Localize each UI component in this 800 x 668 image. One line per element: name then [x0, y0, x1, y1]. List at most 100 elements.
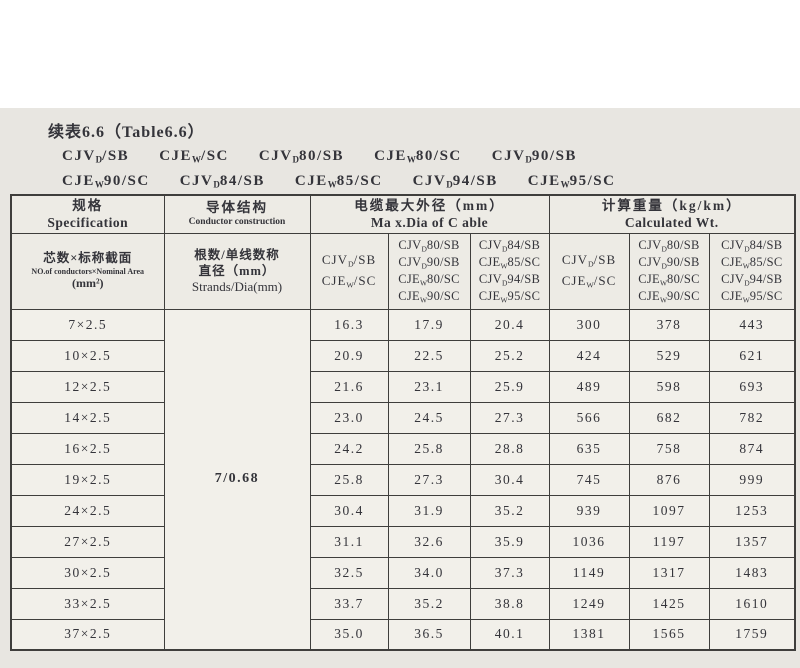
weight-cell: 1249	[548, 587, 630, 620]
dia-cell: 17.9	[387, 308, 471, 341]
table-row: 27×2.5 31.1 32.6 35.9 1036 1197 1357	[10, 525, 796, 558]
table-caption: 续表6.6（Table6.6）	[48, 124, 205, 141]
dia-cell: 23.0	[309, 401, 389, 434]
dia-cell: 31.9	[387, 494, 471, 527]
weight-cell: 621	[708, 339, 796, 372]
cable-type-code: CJVD84/SB	[721, 238, 783, 254]
header-conductor-construction: 导体结构 Conductor construction	[163, 194, 311, 234]
header-specification-zh: 规格	[72, 198, 104, 214]
dia-cell: 24.5	[387, 401, 471, 434]
cable-type-code: CJVD94/SB	[412, 173, 498, 190]
weight-cell: 1149	[548, 556, 630, 589]
subheader-conductors-area-unit: (mm²)	[71, 276, 104, 291]
table-row: 33×2.5 33.7 35.2 38.8 1249 1425 1610	[10, 587, 796, 620]
subheader-wt-group-80-90: CJVD80/SB CJVD90/SB CJEW80/SC CJEW90/SC	[628, 232, 710, 310]
cable-type-code: CJEW85/SC	[720, 255, 783, 271]
scanned-page: 续表6.6（Table6.6） CJVD/SB CJEW/SC CJVD80/SB C…	[0, 108, 800, 668]
dia-cell: 35.0	[309, 618, 389, 651]
subheader-strands-dia-zh2: 直径（mm）	[198, 263, 276, 278]
cable-type-code: CJEW85/SC	[294, 173, 383, 190]
weight-cell: 1483	[708, 556, 796, 589]
weight-cell: 758	[628, 432, 710, 465]
dia-cell: 22.5	[387, 339, 471, 372]
dia-cell: 27.3	[469, 401, 550, 434]
dia-cell: 20.9	[309, 339, 389, 372]
weight-cell: 874	[708, 432, 796, 465]
spec-cell: 24×2.5	[10, 494, 165, 527]
header-specification: 规格 Specification	[10, 194, 165, 234]
spec-cell: 7×2.5	[10, 308, 165, 341]
dia-cell: 36.5	[387, 618, 471, 651]
dia-cell: 25.8	[387, 432, 471, 465]
cable-type-code: CJVD/SB	[561, 252, 617, 269]
weight-cell: 566	[548, 401, 630, 434]
spec-cell: 10×2.5	[10, 339, 165, 372]
weight-cell: 682	[628, 401, 710, 434]
header-calculated-wt: 计算重量（kg/km） Calculated Wt.	[548, 194, 796, 234]
cable-type-code: CJEW95/SC	[478, 289, 541, 305]
cable-type-code: CJEW90/SC	[638, 289, 700, 305]
cable-type-code: CJVD90/SB	[491, 148, 577, 165]
header-specification-en: Specification	[47, 214, 129, 230]
subheader-strands-dia: 根数/单线数称 直径（mm） Strands/Dia(mm)	[163, 232, 311, 310]
dia-cell: 25.9	[469, 370, 550, 403]
weight-cell: 1565	[628, 618, 710, 651]
subheader-conductors-area-en: NO.of conductors×Nominal Area	[31, 266, 145, 276]
subheader-conductors-area: 芯数×标称截面 NO.of conductors×Nominal Area (m…	[10, 232, 165, 310]
dia-cell: 25.2	[469, 339, 550, 372]
dia-cell: 20.4	[469, 308, 550, 341]
spec-cell: 16×2.5	[10, 432, 165, 465]
header-calculated-wt-en: Calculated Wt.	[624, 214, 719, 230]
cable-type-code: CJVD80/SB	[258, 148, 345, 165]
weight-cell: 782	[708, 401, 796, 434]
dia-cell: 35.9	[469, 525, 550, 558]
table-body: 7×2.5 7/0.68 16.3 17.9 20.4 300 378 443 10×2.5 20…	[10, 308, 796, 651]
dia-cell: 31.1	[309, 525, 389, 558]
subheader-dia-group-84-95: CJVD84/SB CJEW85/SC CJVD94/SB CJEW95/SC	[469, 232, 550, 310]
cable-type-code: CJEW80/SC	[398, 272, 460, 288]
dia-cell: 37.3	[469, 556, 550, 589]
weight-cell: 939	[548, 494, 630, 527]
weight-cell: 1253	[708, 494, 796, 527]
dia-cell: 34.0	[387, 556, 471, 589]
subheader-dia-group-80-90: CJVD80/SB CJVD90/SB CJEW80/SC CJEW90/SC	[387, 232, 471, 310]
cable-spec-table: 规格 Specification 导体结构 Conductor construc…	[10, 194, 797, 651]
cable-type-code: CJEW95/SC	[720, 289, 783, 305]
dia-cell: 24.2	[309, 432, 389, 465]
subheader-dia-group-base: CJVD/SB CJEW/SC	[309, 232, 389, 310]
weight-cell: 745	[548, 463, 630, 496]
spec-cell: 14×2.5	[10, 401, 165, 434]
weight-cell: 1425	[628, 587, 710, 620]
spec-cell: 37×2.5	[10, 618, 165, 651]
cable-type-code: CJVD80/SB	[638, 238, 700, 254]
weight-cell: 635	[548, 432, 630, 465]
spec-cell: 30×2.5	[10, 556, 165, 589]
cable-type-code: CJEW80/SC	[638, 272, 700, 288]
cable-type-code: CJEW85/SC	[478, 255, 541, 271]
cable-type-code: CJVD/SB	[62, 148, 130, 165]
dia-cell: 23.1	[387, 370, 471, 403]
header-max-dia-zh: 电缆最大外径（mm）	[354, 198, 505, 214]
table-row: 16×2.5 24.2 25.8 28.8 635 758 874	[10, 432, 796, 465]
spec-cell: 19×2.5	[10, 463, 165, 496]
dia-cell: 30.4	[309, 494, 389, 527]
weight-cell: 876	[628, 463, 710, 496]
weight-cell: 693	[708, 370, 796, 403]
dia-cell: 27.3	[387, 463, 471, 496]
weight-cell: 598	[628, 370, 710, 403]
weight-cell: 1317	[628, 556, 710, 589]
weight-cell: 378	[628, 308, 710, 341]
cable-type-code: CJVD80/SB	[398, 238, 460, 254]
cable-type-code: CJEW/SC	[561, 273, 617, 290]
header-max-dia-en: Ma x.Dia of C able	[370, 214, 489, 230]
dia-cell: 40.1	[469, 618, 550, 651]
weight-cell: 529	[628, 339, 710, 372]
weight-cell: 1357	[708, 525, 796, 558]
table-row: 30×2.5 32.5 34.0 37.3 1149 1317 1483	[10, 556, 796, 589]
cable-type-code: CJVD/SB	[321, 252, 377, 269]
cable-type-code: CJEW90/SC	[398, 289, 460, 305]
weight-cell: 300	[548, 308, 630, 341]
dia-cell: 38.8	[469, 587, 550, 620]
weight-cell: 1197	[628, 525, 710, 558]
cable-type-line-1: CJVD/SB CJEW/SC CJVD80/SB CJEW80/SC CJVD90/S…	[62, 144, 615, 169]
